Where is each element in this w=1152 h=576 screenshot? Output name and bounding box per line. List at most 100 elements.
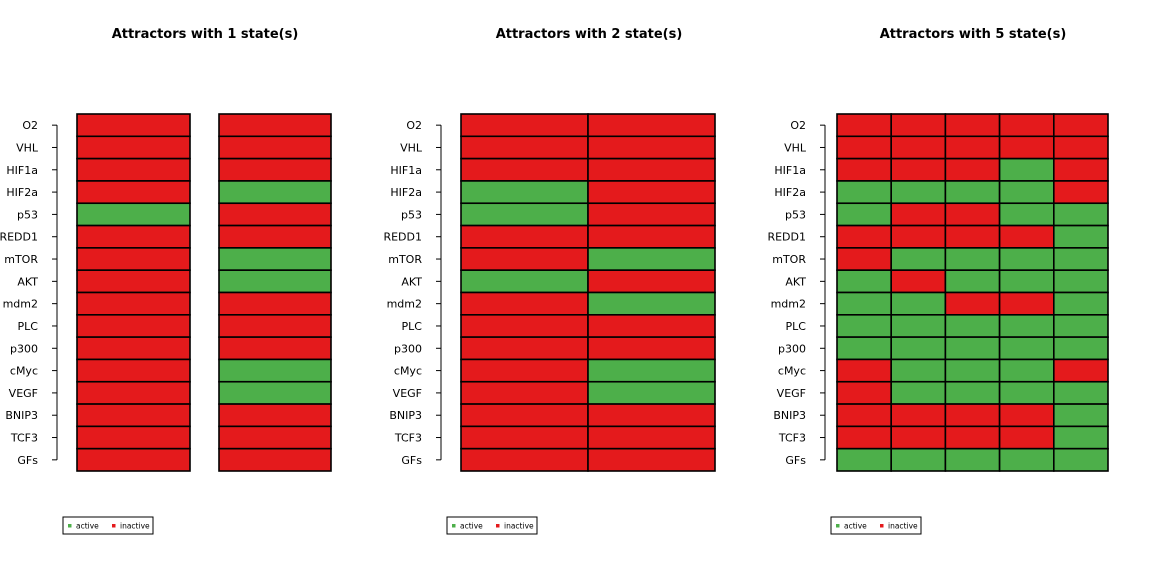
cell-inactive xyxy=(218,224,332,249)
gene-label: GFs xyxy=(17,454,38,467)
gene-label: O2 xyxy=(406,119,422,132)
cell-inactive xyxy=(76,380,191,405)
gene-label: p53 xyxy=(785,208,806,221)
cell-inactive xyxy=(587,224,716,249)
gene-label: HIF1a xyxy=(390,164,422,177)
cell-active xyxy=(998,202,1055,227)
cell-inactive xyxy=(890,157,947,182)
cell-active xyxy=(836,202,893,227)
cell-inactive xyxy=(76,135,191,160)
cell-active xyxy=(944,336,1001,361)
gene-label: TCF3 xyxy=(394,432,422,445)
legend-swatch-active xyxy=(836,524,840,528)
cell-inactive xyxy=(218,202,332,227)
gene-label: BNIP3 xyxy=(773,409,806,422)
cell-inactive xyxy=(460,425,589,450)
cell-inactive xyxy=(76,269,191,294)
cell-inactive xyxy=(76,113,191,138)
cell-inactive xyxy=(836,425,893,450)
cell-active xyxy=(76,202,191,227)
cell-inactive xyxy=(890,425,947,450)
chart-panel-2: Attractors with 2 state(s) O2 VHL HIF1a HIF2… xyxy=(383,27,716,535)
cell-inactive xyxy=(587,447,716,472)
gene-label: p300 xyxy=(10,342,38,355)
cell-inactive xyxy=(836,113,893,138)
cell-inactive xyxy=(836,380,893,405)
cell-active xyxy=(218,180,332,205)
cell-inactive xyxy=(836,403,893,428)
cell-inactive xyxy=(76,358,191,383)
cell-active xyxy=(890,380,947,405)
cell-inactive xyxy=(460,358,589,383)
cell-inactive xyxy=(218,291,332,316)
cell-inactive xyxy=(587,180,716,205)
cell-inactive xyxy=(944,403,1001,428)
cell-active xyxy=(944,247,1001,271)
cell-active xyxy=(836,291,893,316)
cell-inactive xyxy=(587,314,716,338)
cell-active xyxy=(836,269,893,294)
gene-label: mdm2 xyxy=(387,298,422,311)
cell-inactive xyxy=(587,113,716,138)
gene-label: GFs xyxy=(785,454,806,467)
cell-inactive xyxy=(944,113,1001,138)
cell-inactive xyxy=(836,358,893,383)
cell-inactive xyxy=(76,247,191,271)
legend: active inactive xyxy=(446,516,538,535)
cell-inactive xyxy=(460,135,589,160)
gene-label: GFs xyxy=(401,454,422,467)
legend-swatch-active xyxy=(452,524,456,528)
cell-inactive xyxy=(76,336,191,361)
cell-inactive xyxy=(218,403,332,428)
cell-active xyxy=(1053,314,1109,338)
cell-active xyxy=(944,358,1001,383)
legend-box xyxy=(830,516,922,535)
cell-active xyxy=(1053,247,1109,271)
cell-inactive xyxy=(460,447,589,472)
cell-inactive xyxy=(76,425,191,450)
gene-label: BNIP3 xyxy=(389,409,422,422)
legend: active inactive xyxy=(62,516,154,535)
cell-inactive xyxy=(460,314,589,338)
cell-inactive xyxy=(1053,113,1109,138)
gene-label: REDD1 xyxy=(0,231,38,244)
gene-label: AKT xyxy=(785,275,806,288)
legend-label-active: active xyxy=(460,522,483,531)
cell-active xyxy=(1053,291,1109,316)
gene-label: TCF3 xyxy=(778,432,806,445)
cell-inactive xyxy=(836,247,893,271)
cell-active xyxy=(836,336,893,361)
legend-swatch-inactive xyxy=(880,524,884,528)
cell-inactive xyxy=(944,202,1001,227)
gene-label: mdm2 xyxy=(3,298,38,311)
cell-active xyxy=(218,269,332,294)
gene-label: HIF2a xyxy=(6,186,38,199)
cell-active xyxy=(890,291,947,316)
cell-inactive xyxy=(218,336,332,361)
cell-inactive xyxy=(460,336,589,361)
cell-active xyxy=(218,247,332,271)
cell-inactive xyxy=(998,291,1055,316)
cell-inactive xyxy=(218,135,332,160)
cell-inactive xyxy=(890,113,947,138)
gene-label: cMyc xyxy=(394,365,422,378)
cell-active xyxy=(587,291,716,316)
cell-active xyxy=(1053,447,1109,472)
gene-label: VHL xyxy=(16,141,39,154)
cell-active xyxy=(1053,269,1109,294)
gene-label: AKT xyxy=(17,275,38,288)
gene-label: mTOR xyxy=(388,253,422,266)
gene-label: cMyc xyxy=(10,365,38,378)
gene-label: p300 xyxy=(394,342,422,355)
cell-active xyxy=(944,447,1001,472)
cell-inactive xyxy=(460,157,589,182)
cell-inactive xyxy=(998,224,1055,249)
cell-inactive xyxy=(998,425,1055,450)
cell-active xyxy=(944,180,1001,205)
cell-inactive xyxy=(944,291,1001,316)
legend-label-active: active xyxy=(76,522,99,531)
cell-active xyxy=(836,314,893,338)
cell-active xyxy=(998,269,1055,294)
gene-label: REDD1 xyxy=(767,231,806,244)
